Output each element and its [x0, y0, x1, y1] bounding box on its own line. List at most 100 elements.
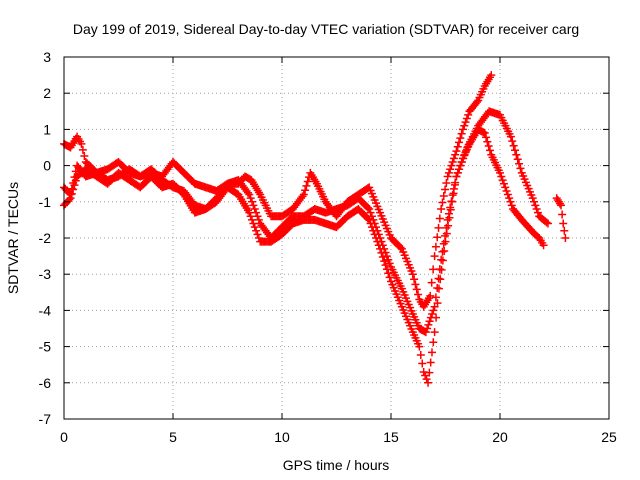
y-tick-label: -5	[39, 339, 52, 355]
data-point	[528, 194, 537, 203]
data-point	[246, 212, 255, 221]
data-point	[501, 183, 510, 192]
data-point	[366, 219, 375, 228]
data-point	[531, 201, 540, 210]
data-point	[426, 291, 435, 300]
data-point	[369, 226, 378, 235]
data-point	[425, 317, 434, 326]
data-point	[437, 205, 446, 214]
data-point	[485, 146, 494, 155]
data-point	[67, 189, 76, 198]
data-point	[561, 234, 570, 242]
data-point	[71, 176, 80, 185]
data-point	[249, 219, 258, 228]
data-point	[558, 210, 567, 219]
data-point	[456, 134, 465, 143]
data-point	[380, 257, 389, 266]
y-tick-label: -6	[39, 375, 52, 391]
data-point	[444, 168, 453, 177]
data-point	[443, 172, 452, 181]
data-point	[542, 218, 551, 227]
data-point	[372, 234, 381, 242]
data-point	[472, 97, 481, 106]
data-point	[436, 275, 445, 284]
data-point	[458, 125, 467, 134]
data-point	[557, 201, 566, 210]
data-point	[373, 237, 382, 246]
data-point	[539, 241, 548, 250]
data-point	[453, 142, 462, 151]
data-point	[246, 194, 255, 203]
x-tick-label: 25	[601, 429, 617, 445]
data-point	[437, 265, 446, 274]
data-point	[441, 185, 450, 194]
data-point	[422, 375, 431, 384]
data-point	[509, 141, 518, 150]
data-point	[363, 203, 372, 212]
data-point	[453, 168, 462, 177]
data-point	[560, 226, 569, 235]
data-point	[243, 188, 252, 197]
y-tick-label: 2	[43, 85, 51, 101]
data-point	[429, 306, 438, 315]
data-point	[462, 114, 471, 123]
data-point	[363, 214, 372, 223]
data-point	[252, 226, 261, 235]
data-point	[444, 221, 453, 230]
data-point	[396, 243, 405, 252]
data-point	[429, 338, 438, 347]
data-point	[507, 201, 516, 210]
data-point	[452, 172, 461, 181]
data-point	[303, 177, 312, 186]
data-point	[438, 256, 447, 265]
x-tick-label: 0	[60, 429, 68, 445]
data-point	[532, 205, 541, 214]
data-point	[411, 280, 420, 289]
data-point	[416, 351, 425, 360]
data-point	[248, 197, 257, 206]
data-point	[370, 230, 379, 239]
data-point	[543, 219, 552, 228]
data-point	[426, 358, 435, 367]
data-points	[60, 71, 570, 387]
x-axis-label: GPS time / hours	[283, 457, 390, 473]
data-point	[482, 133, 491, 142]
data-point	[77, 139, 86, 148]
data-point	[382, 265, 391, 274]
data-point	[385, 273, 394, 282]
data-point	[384, 255, 393, 264]
data-point	[484, 142, 493, 151]
series-0	[60, 71, 496, 311]
data-point	[449, 154, 458, 163]
data-point	[250, 205, 259, 214]
data-point	[248, 215, 257, 224]
axis-ticks	[63, 56, 610, 420]
data-point	[510, 146, 519, 155]
data-point	[430, 328, 439, 337]
data-point	[559, 219, 568, 228]
y-tick-label: 1	[43, 121, 51, 137]
data-point	[376, 244, 385, 253]
data-point	[430, 252, 439, 261]
data-point	[365, 215, 374, 224]
y-tick-label: -1	[39, 194, 52, 210]
data-point	[299, 190, 308, 199]
data-point	[448, 191, 457, 200]
data-point	[506, 132, 515, 141]
data-point	[301, 186, 310, 195]
chart-title: Day 199 of 2019, Sidereal Day-to-day VTE…	[73, 21, 579, 37]
data-point	[456, 161, 465, 170]
data-point	[408, 270, 417, 279]
data-point	[433, 299, 442, 308]
series-3	[552, 194, 570, 242]
data-point	[505, 194, 514, 203]
data-point	[429, 265, 438, 274]
data-point	[66, 194, 75, 203]
data-point	[250, 223, 259, 232]
data-point	[423, 324, 432, 333]
x-tick-label: 5	[169, 429, 177, 445]
x-tick-labels: 0 5 10 15 20 25	[60, 429, 617, 445]
data-point	[245, 208, 254, 217]
data-point	[460, 121, 469, 130]
data-point	[374, 241, 383, 250]
